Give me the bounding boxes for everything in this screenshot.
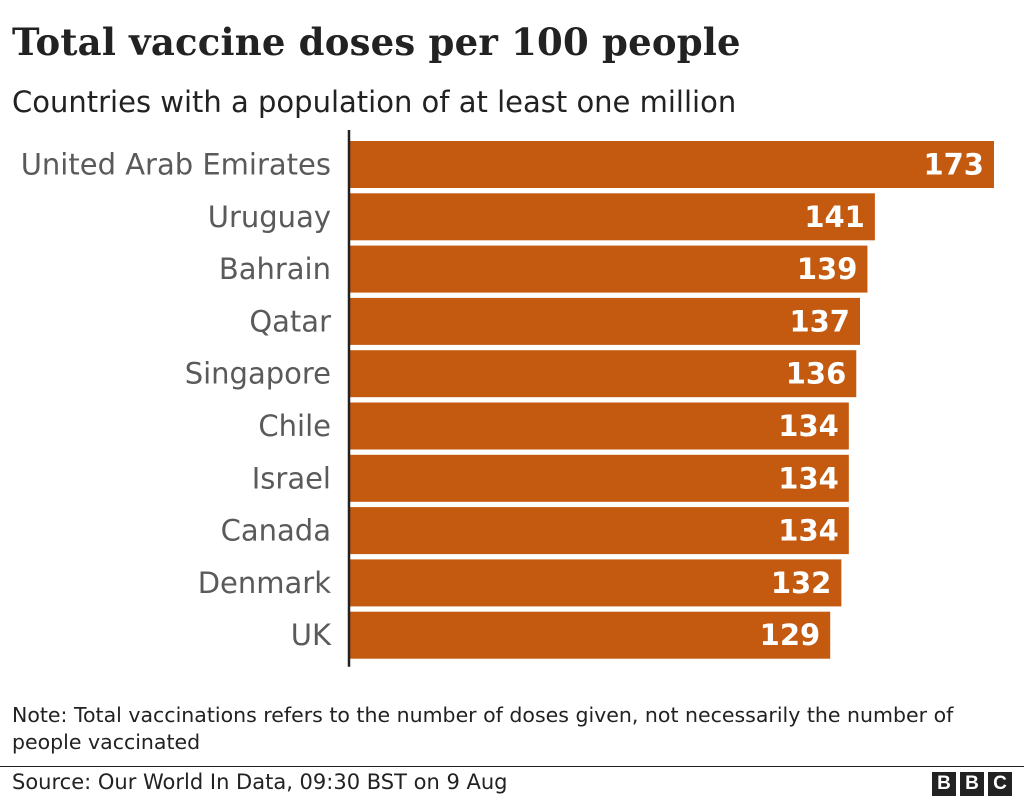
chart-note: Note: Total vaccinations refers to the n… xyxy=(12,703,954,754)
category-label: Canada xyxy=(221,514,331,548)
value-label: 129 xyxy=(760,618,821,652)
category-label: Chile xyxy=(258,409,331,443)
chart-subtitle: Countries with a population of at least … xyxy=(12,85,737,119)
bbc-logo: B B C xyxy=(932,772,1012,796)
bar xyxy=(350,193,875,241)
bar xyxy=(350,507,849,555)
category-label: Bahrain xyxy=(219,252,331,286)
category-label: UK xyxy=(291,618,332,652)
bbc-logo-letter-2: B xyxy=(960,772,984,796)
value-label: 139 xyxy=(797,252,858,286)
category-label: Uruguay xyxy=(208,200,331,234)
category-label: Israel xyxy=(252,461,331,495)
category-label: Singapore xyxy=(185,357,331,391)
bbc-logo-letter-3: C xyxy=(988,772,1012,796)
bar xyxy=(350,454,849,502)
footer-divider xyxy=(0,766,1024,767)
value-label: 136 xyxy=(786,357,847,391)
value-label: 132 xyxy=(771,566,832,600)
bar xyxy=(350,350,857,398)
source-text: Source: Our World In Data, 09:30 BST on … xyxy=(12,770,508,794)
bar xyxy=(350,141,994,188)
value-label: 134 xyxy=(778,409,839,443)
bar xyxy=(350,297,860,345)
chart-title: Total vaccine doses per 100 people xyxy=(12,20,741,64)
value-label: 173 xyxy=(923,148,984,182)
value-label: 134 xyxy=(778,461,839,495)
category-label: Denmark xyxy=(198,566,331,600)
value-label: 141 xyxy=(804,200,865,234)
bar-chart: United Arab Emirates 173 Uruguay 141 Bahrain… xyxy=(21,130,994,667)
bar xyxy=(350,245,868,293)
bar xyxy=(350,611,831,659)
category-label: Qatar xyxy=(249,304,331,338)
bbc-logo-letter-1: B xyxy=(932,772,956,796)
category-label: United Arab Emirates xyxy=(21,148,331,182)
bar xyxy=(350,402,849,450)
bar xyxy=(350,559,842,607)
value-label: 137 xyxy=(789,304,850,338)
value-label: 134 xyxy=(778,514,839,548)
